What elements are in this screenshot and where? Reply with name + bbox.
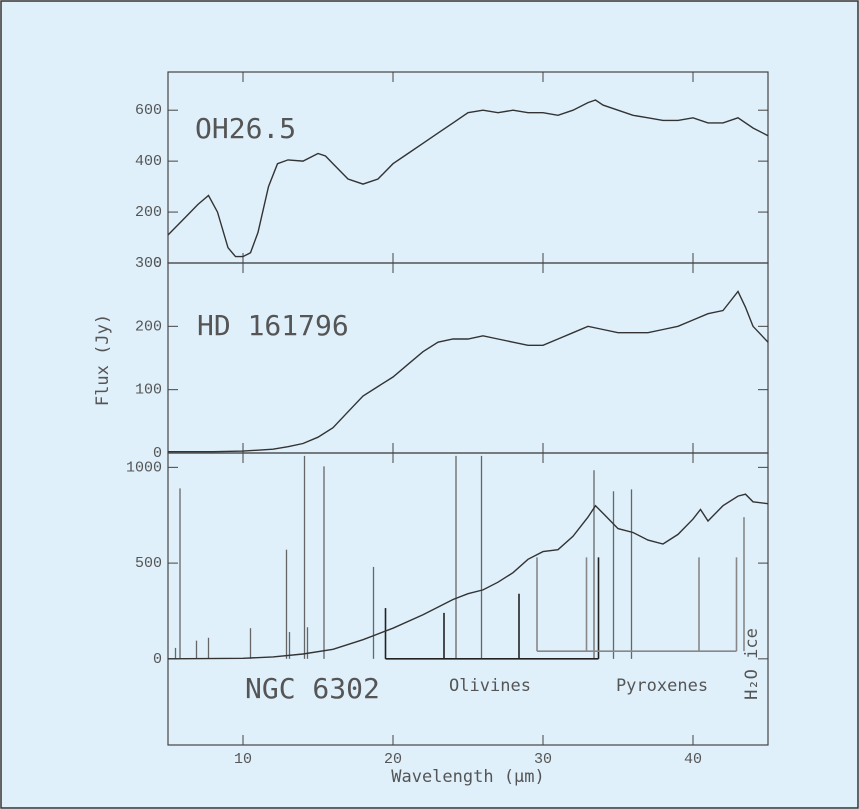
x-tick-label: 20	[384, 751, 402, 768]
feature-label: H₂O ice	[742, 628, 762, 700]
panel-label: OH26.5	[195, 112, 296, 145]
spectrum	[167, 99, 769, 258]
y-tick-label: 0	[153, 651, 162, 668]
x-tick-label: 10	[234, 751, 252, 768]
spectrum	[168, 290, 769, 453]
feature-label: Pyroxenes	[616, 676, 708, 696]
y-tick-label: 0	[153, 255, 162, 272]
y-axis-label: Flux (Jy)	[93, 314, 113, 406]
panel-label: HD 161796	[197, 309, 349, 342]
y-tick-label: 600	[135, 102, 162, 119]
x-tick-label: 30	[534, 751, 552, 768]
x-axis-label: Wavelength (μm)	[391, 767, 545, 787]
y-tick-label: 400	[135, 153, 162, 170]
y-tick-label: 1000	[126, 459, 162, 476]
y-tick-label: 500	[135, 555, 162, 572]
y-tick-label: 200	[135, 318, 162, 335]
y-tick-label: 300	[135, 255, 162, 272]
x-tick-label: 40	[684, 751, 702, 768]
feature-label: Olivines	[449, 676, 531, 696]
y-tick-label: 100	[135, 382, 162, 399]
spectrum	[167, 493, 769, 660]
y-tick-label: 0	[153, 445, 162, 462]
y-tick-label: 200	[135, 204, 162, 221]
panel-box	[167, 452, 769, 746]
panel-label: NGC 6302	[245, 672, 380, 705]
